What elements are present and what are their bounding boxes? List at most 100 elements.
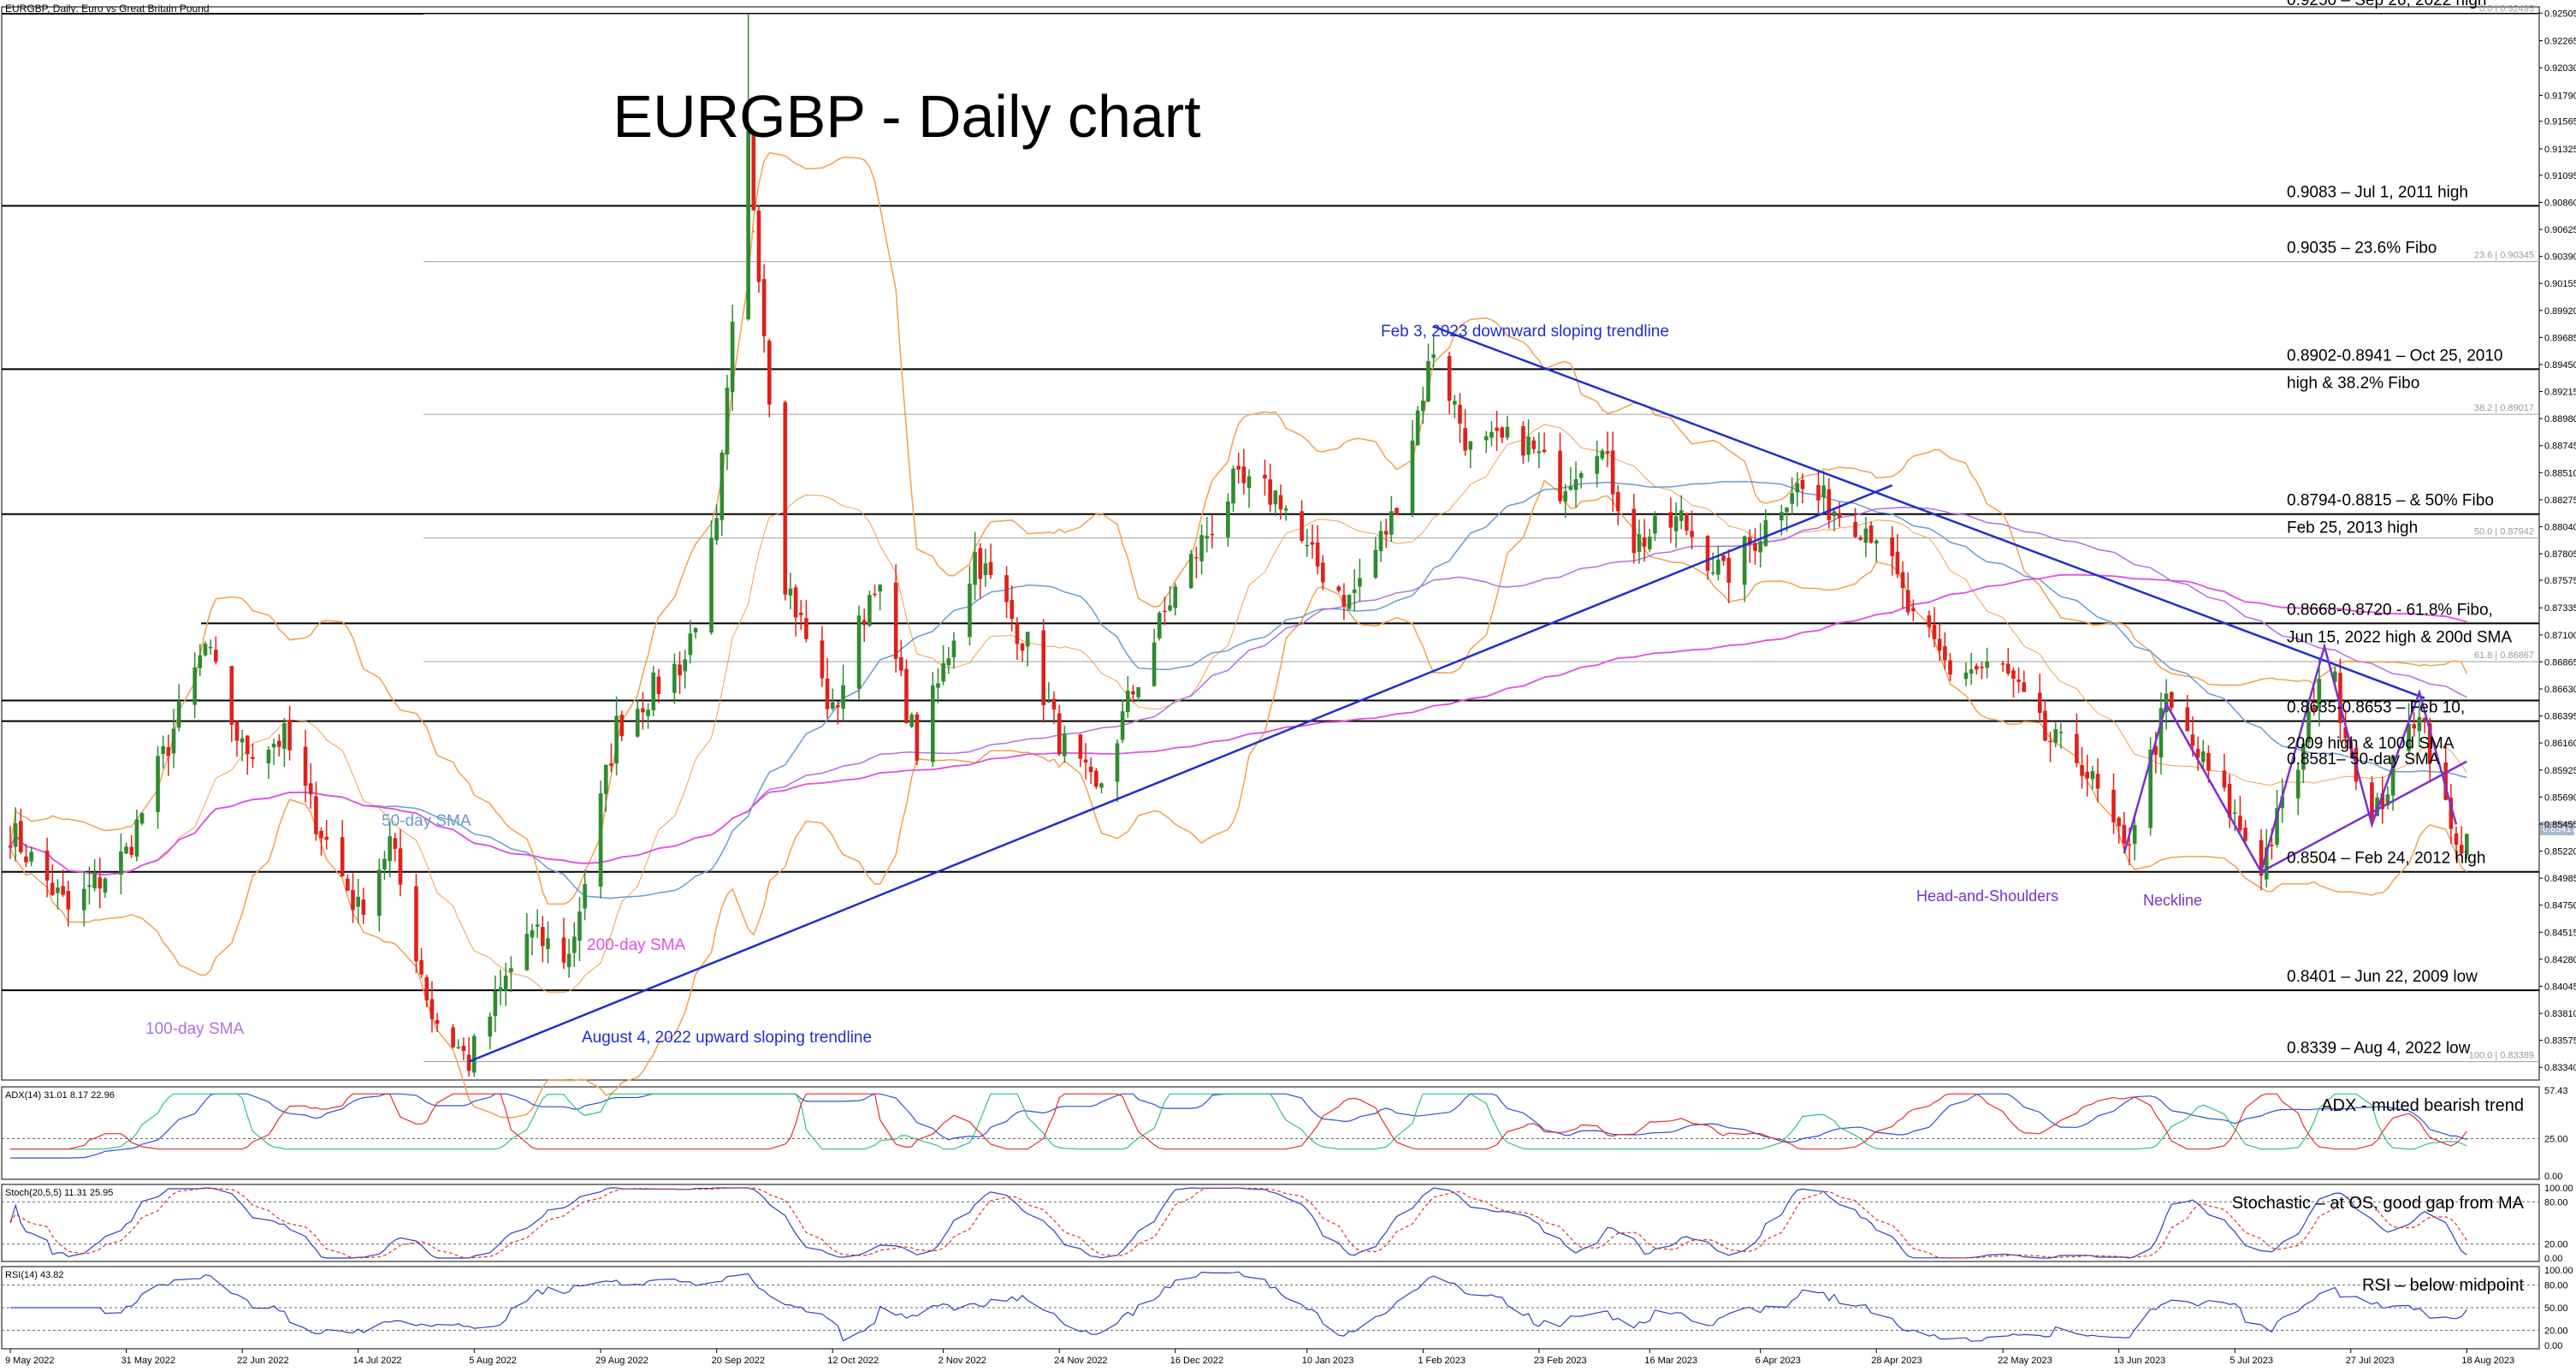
candle-body — [1932, 625, 1937, 639]
candle-body — [1199, 535, 1204, 561]
candle-body — [535, 924, 540, 927]
candle-body — [2370, 782, 2374, 818]
candle-body — [904, 668, 909, 724]
plus-di-line — [10, 1093, 2467, 1150]
candle-body — [1489, 431, 1494, 438]
candle-body — [393, 838, 398, 849]
date-tick-label: 20 Sep 2022 — [712, 1356, 765, 1366]
last-price-box — [2540, 822, 2574, 836]
candle-body — [2390, 755, 2395, 796]
candle-body — [798, 612, 803, 615]
candle-body — [1205, 536, 1210, 539]
candle-body — [1975, 666, 1979, 670]
price-panel-frame — [1, 6, 2540, 1081]
level-labels: 0.9250 – Sep 26, 2022 high 0.9083 – Jul 1… — [145, 0, 2576, 1057]
fibo-tag: 100.0 | 0.83389 — [2469, 1050, 2534, 1060]
candle-body — [1415, 410, 1420, 445]
candle-body — [414, 886, 418, 962]
price-tick-label: 0.92505 — [2544, 9, 2576, 19]
candle-body — [1373, 549, 1378, 578]
candle-body — [1900, 572, 1905, 589]
candle-body — [2185, 707, 2190, 732]
oscillator-tick-label: 100.00 — [2544, 1266, 2573, 1276]
candle-body — [2117, 817, 2121, 827]
candle-body — [2238, 816, 2242, 831]
candle-body — [862, 620, 867, 626]
fibo-tag: 50.0 | 0.87942 — [2474, 527, 2534, 537]
candle-body — [651, 672, 656, 710]
candle-body — [377, 869, 382, 917]
candle-body — [820, 640, 825, 679]
chart-annotation: 100-day SMA — [145, 1020, 244, 1038]
price-tick-label: 0.92265 — [2544, 37, 2576, 47]
candle-body — [1800, 480, 1805, 490]
candle-body — [2407, 723, 2411, 751]
candle-body — [1300, 511, 1304, 541]
candle-body — [461, 1046, 466, 1052]
candle-body — [1647, 537, 1652, 549]
level-label-line2: 2009 high & 100d SMA — [2287, 735, 2455, 753]
candle-body — [1685, 513, 1689, 531]
candle-body — [1790, 493, 1794, 504]
candle-body — [2227, 783, 2232, 818]
candle-body — [530, 930, 535, 938]
candle-body — [314, 796, 318, 834]
candle-body — [1168, 605, 1172, 611]
candle-body — [1980, 667, 1984, 668]
candle-body — [1631, 508, 1637, 554]
candle-body — [176, 700, 181, 728]
candle-body — [878, 585, 882, 592]
date-tick-label: 9 May 2022 — [5, 1356, 54, 1366]
candle-body — [351, 889, 355, 911]
date-tick-label: 23 Feb 2023 — [1534, 1356, 1587, 1366]
price-tick-label: 0.85455 — [2544, 820, 2576, 830]
candle-body — [2459, 845, 2464, 854]
date-tick-label: 10 Jan 2023 — [1302, 1356, 1354, 1366]
candle-body — [709, 537, 714, 633]
candle-body — [1025, 632, 1030, 647]
oscillator-tick-label: 80.00 — [2544, 1197, 2568, 1208]
candle-body — [973, 552, 977, 585]
candle-body — [2222, 770, 2227, 788]
candle-body — [2200, 751, 2206, 763]
candle-body — [1241, 466, 1247, 484]
candle-body — [276, 740, 281, 747]
candle-body — [282, 723, 287, 749]
date-tick-label: 6 Apr 2023 — [1756, 1356, 1801, 1366]
candle-body — [129, 846, 134, 856]
price-tick-label: 0.83575 — [2544, 1036, 2576, 1047]
price-axis: 0.92505 0.92265 0.92030 0.91790 0.91565 0.913… — [2539, 9, 2576, 1073]
level-label-line2: high & 38.2% Fibo — [2287, 374, 2419, 392]
candle-body — [1452, 401, 1457, 405]
candle-body — [2422, 717, 2427, 721]
candle-body — [98, 877, 103, 889]
price-tick-label: 0.89215 — [2544, 388, 2576, 398]
candle-body — [566, 953, 571, 967]
candle-body — [2317, 679, 2322, 709]
candle-body — [1890, 537, 1895, 556]
candle-body — [1985, 662, 1989, 668]
candle-body — [2206, 752, 2211, 771]
fibo-tag: 23.6 | 0.90345 — [2474, 251, 2534, 261]
oscillator-tick-label: 25.00 — [2544, 1134, 2568, 1144]
candle-body — [1057, 713, 1062, 755]
stoch-signal-line — [9, 1187, 2467, 1259]
candle-body — [2011, 670, 2016, 680]
candle-body — [1673, 516, 1679, 531]
chart-annotation: Head-and-Shoulders — [1916, 887, 2058, 905]
candle-body — [804, 618, 808, 639]
candle-body — [1320, 562, 1325, 583]
candle-body — [1505, 426, 1510, 438]
candle-body — [2343, 727, 2348, 739]
candle-body — [1721, 555, 1726, 561]
candle-body — [66, 891, 71, 910]
candle-body — [2005, 663, 2010, 674]
neckline — [2260, 760, 2467, 873]
candle-body — [1358, 578, 1362, 587]
candle-body — [1795, 483, 1800, 493]
candle-body — [978, 548, 983, 579]
candle-body — [2058, 732, 2064, 733]
candle-body — [1911, 608, 1916, 612]
candle-body — [915, 714, 920, 761]
